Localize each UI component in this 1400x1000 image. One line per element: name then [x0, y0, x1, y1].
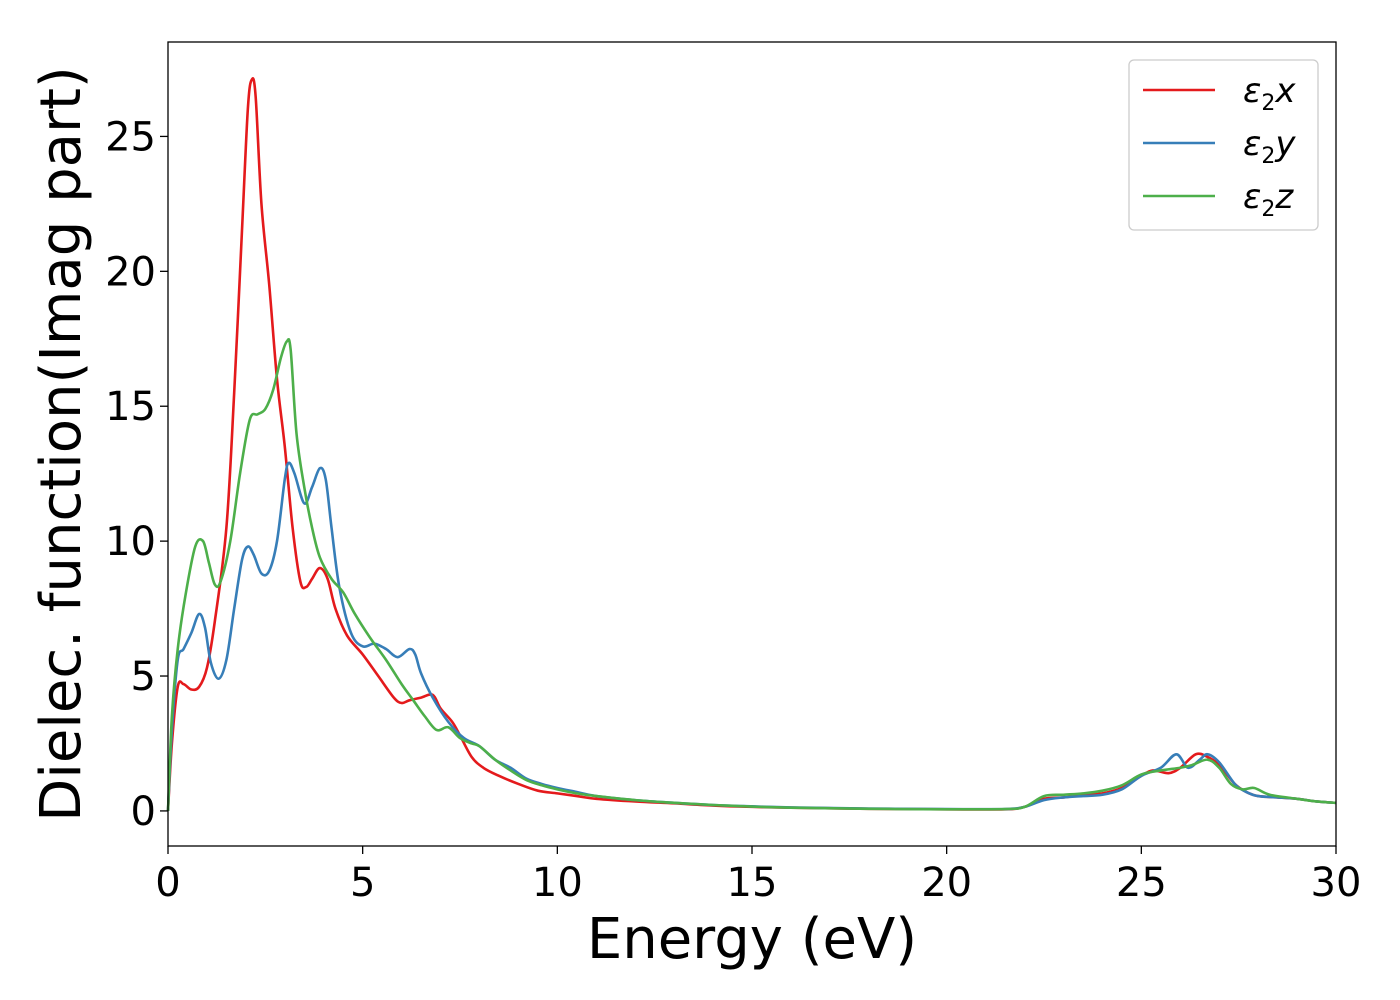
series-line-z	[166, 337, 1337, 811]
legend-label-x: ε2x	[1243, 71, 1296, 116]
x-tick-label: 15	[727, 860, 778, 906]
x-tick-label: 25	[1116, 860, 1167, 906]
legend-label-y: ε2y	[1243, 124, 1296, 169]
legend-box	[1128, 59, 1319, 231]
series-line-y	[166, 461, 1337, 811]
x-tick-label: 10	[532, 860, 583, 906]
x-axis-ticks: 0 5 10 15 20 25 30	[155, 846, 1361, 906]
x-axis-label: Energy (eV)	[587, 907, 917, 972]
y-tick-label: 25	[105, 114, 156, 160]
x-tick-label: 0	[155, 860, 180, 906]
y-tick-label: 5	[131, 654, 156, 700]
y-axis-ticks: 0 5 10 15 20 25	[105, 114, 168, 835]
legend-label-z: ε2z	[1243, 177, 1294, 222]
legend: ε2x ε2y ε2z	[1128, 59, 1319, 231]
y-tick-label: 0	[131, 789, 156, 835]
x-tick-label: 5	[350, 860, 375, 906]
series-layer	[166, 77, 1337, 812]
x-tick-label: 20	[921, 860, 972, 906]
y-axis-label: Dielec. function(Imag part)	[29, 66, 94, 822]
y-tick-label: 15	[105, 384, 156, 430]
y-tick-label: 10	[105, 519, 156, 565]
y-tick-label: 20	[105, 249, 156, 295]
x-tick-label: 30	[1311, 860, 1362, 906]
